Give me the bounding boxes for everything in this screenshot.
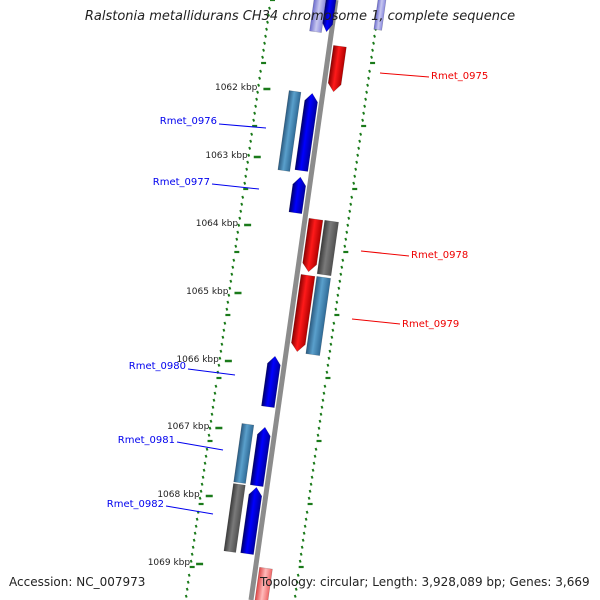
cds-rmet-0982[interactable] — [240, 486, 263, 555]
scale-ticks: 1062 kbp 1063 kbp 1064 kbp 1065 kbp 1066 kbp… — [148, 83, 271, 568]
gene-label-leader — [211, 183, 260, 190]
gene-rmet-0979[interactable] — [305, 276, 331, 356]
topology-label: Topology: circular; Length: 3,928,089 bp… — [260, 575, 590, 589]
gene-label-rmet-0976[interactable]: Rmet_0976 — [160, 116, 217, 127]
scale-tick-label: 1067 kbp — [167, 422, 210, 432]
gene-label-leader — [379, 72, 430, 78]
gene-label-rmet-0982[interactable]: Rmet_0982 — [107, 499, 164, 510]
gene-label-leader — [187, 368, 236, 376]
accession-label: Accession: NC_007973 — [9, 575, 146, 589]
gene-rmet-0981[interactable] — [233, 423, 255, 484]
gene-label-rmet-0981[interactable]: Rmet_0981 — [118, 435, 175, 446]
gene-rmet-0982[interactable] — [223, 483, 246, 553]
gene-label-leader — [351, 318, 401, 325]
scale-tick-label: 1066 kbp — [176, 355, 219, 365]
forward-cds-fragment[interactable] — [322, 0, 338, 33]
forward-cds-fragment[interactable] — [309, 0, 328, 33]
gc-highlight-fragment[interactable] — [373, 0, 388, 31]
feature-track — [223, 0, 388, 600]
gene-label-rmet-0978[interactable]: Rmet_0978 — [411, 250, 468, 261]
sequence-backbone — [248, 0, 339, 600]
gene-label-leader — [165, 505, 214, 515]
cds-rmet-0979[interactable] — [290, 274, 316, 352]
cds-rmet-0980[interactable] — [261, 355, 281, 408]
gene-label-rmet-0975[interactable]: Rmet_0975 — [431, 71, 488, 82]
scale-tick-label: 1062 kbp — [215, 83, 258, 93]
gc-content-track — [184, 0, 384, 598]
scale-tick-label: 1064 kbp — [196, 219, 239, 229]
cds-rmet-0978[interactable] — [302, 217, 324, 273]
scale-tick-label: 1069 kbp — [148, 558, 191, 568]
scale-tick-label: 1065 kbp — [186, 287, 229, 297]
gene-rmet-0978[interactable] — [316, 220, 339, 276]
scale-tick-label: 1068 kbp — [157, 490, 200, 500]
gene-label-leader — [176, 441, 224, 451]
map-title: Ralstonia metallidurans CH34 chromosome … — [84, 9, 516, 24]
gene-label-rmet-0977[interactable]: Rmet_0977 — [153, 177, 210, 188]
reverse-cds-fragment[interactable] — [253, 567, 273, 600]
cds-rmet-0975[interactable] — [327, 45, 347, 93]
gene-label-leader — [360, 250, 410, 257]
cds-rmet-0977[interactable] — [288, 176, 307, 215]
gene-rmet-0976[interactable] — [277, 90, 302, 172]
scale-tick-label: 1063 kbp — [205, 151, 248, 161]
gene-label-leader — [218, 123, 267, 129]
cds-rmet-0981[interactable] — [249, 426, 271, 487]
gene-label-leaders: Rmet_0975 Rmet_0976 Rmet_0977 Rmet_0978 Rmet… — [107, 71, 488, 515]
gene-label-rmet-0980[interactable]: Rmet_0980 — [129, 361, 186, 372]
cds-rmet-0976[interactable] — [294, 92, 319, 172]
gene-label-rmet-0979[interactable]: Rmet_0979 — [402, 319, 459, 330]
